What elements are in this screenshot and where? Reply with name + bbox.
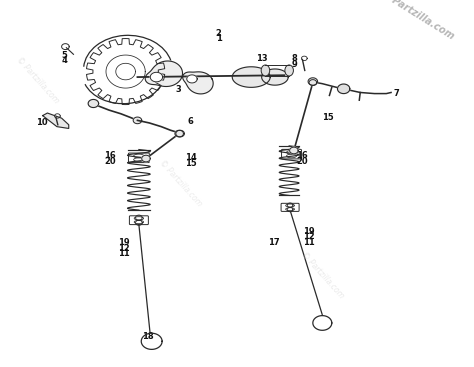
Polygon shape xyxy=(290,147,298,154)
Text: 16: 16 xyxy=(104,152,116,160)
Ellipse shape xyxy=(285,65,293,76)
Text: 7: 7 xyxy=(393,89,399,98)
Polygon shape xyxy=(142,155,150,162)
Text: 12: 12 xyxy=(118,244,129,253)
Text: 17: 17 xyxy=(268,238,280,247)
Text: © Partzilla.com: © Partzilla.com xyxy=(379,0,456,41)
Text: 8: 8 xyxy=(292,54,297,63)
Polygon shape xyxy=(88,99,99,108)
Polygon shape xyxy=(175,130,183,137)
Text: 16: 16 xyxy=(296,152,308,160)
Text: 13: 13 xyxy=(256,54,268,63)
Text: 1: 1 xyxy=(216,34,221,43)
Text: 5: 5 xyxy=(62,51,67,59)
Polygon shape xyxy=(150,72,163,82)
Text: 12: 12 xyxy=(303,232,315,241)
Text: 9: 9 xyxy=(292,60,297,69)
Polygon shape xyxy=(43,113,69,128)
Text: 15: 15 xyxy=(185,159,197,168)
Text: 3: 3 xyxy=(175,86,181,94)
Text: 4: 4 xyxy=(62,56,67,65)
Text: 10: 10 xyxy=(36,119,47,127)
Text: 11: 11 xyxy=(118,250,129,258)
Polygon shape xyxy=(141,333,162,349)
Ellipse shape xyxy=(261,65,270,76)
Text: 2: 2 xyxy=(216,29,221,37)
Polygon shape xyxy=(308,78,318,85)
Text: 19: 19 xyxy=(303,227,315,236)
Polygon shape xyxy=(145,61,182,87)
Text: 19: 19 xyxy=(118,239,129,247)
Polygon shape xyxy=(133,117,142,124)
Polygon shape xyxy=(182,72,213,94)
Text: 6: 6 xyxy=(187,117,193,126)
Polygon shape xyxy=(262,69,288,85)
Polygon shape xyxy=(313,316,332,330)
Text: 20: 20 xyxy=(104,157,116,166)
Polygon shape xyxy=(309,80,317,86)
Text: 11: 11 xyxy=(303,238,315,247)
Text: © Partzilla.com: © Partzilla.com xyxy=(299,250,346,300)
Text: 18: 18 xyxy=(142,333,154,341)
Text: 15: 15 xyxy=(322,113,334,122)
Text: 14: 14 xyxy=(185,153,197,162)
Text: 20: 20 xyxy=(296,157,308,166)
Polygon shape xyxy=(337,84,350,94)
Text: © Partzilla.com: © Partzilla.com xyxy=(15,56,61,106)
Polygon shape xyxy=(176,130,184,137)
Polygon shape xyxy=(187,75,197,83)
Polygon shape xyxy=(232,67,270,87)
Text: © Partzilla.com: © Partzilla.com xyxy=(157,159,203,208)
